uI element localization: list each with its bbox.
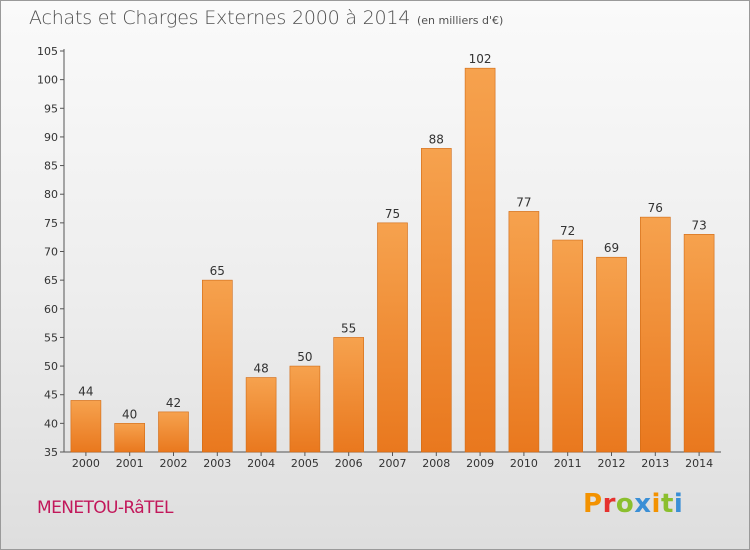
y-tick-label: 100: [37, 74, 58, 87]
bar: [508, 211, 540, 453]
x-tick-label: 2007: [379, 457, 407, 470]
bar: [158, 411, 189, 453]
chart-subtitle: (en milliers d'€): [417, 14, 504, 27]
bar-value-label: 40: [122, 407, 137, 421]
bar-value-label: 72: [560, 224, 575, 238]
bar: [114, 423, 145, 453]
x-tick-label: 2008: [422, 457, 450, 470]
bar: [70, 400, 102, 453]
bar: [202, 279, 233, 453]
x-tick-label: 2006: [335, 457, 363, 470]
bar-value-label: 42: [166, 396, 181, 410]
x-tick-label: 2009: [466, 457, 494, 470]
x-tick-label: 2014: [685, 457, 713, 470]
bar: [333, 337, 365, 453]
bar-value-label: 102: [469, 52, 492, 66]
y-tick-label: 50: [44, 360, 58, 373]
y-tick-label: 80: [44, 188, 58, 201]
bar-value-label: 75: [385, 207, 400, 221]
x-tick-label: 2011: [554, 457, 582, 470]
x-tick-label: 2013: [641, 457, 669, 470]
x-tick-label: 2003: [203, 457, 231, 470]
bar: [552, 239, 584, 453]
y-tick-label: 40: [44, 417, 58, 430]
y-tick-label: 70: [44, 246, 58, 259]
y-tick-label: 85: [44, 160, 58, 173]
x-tick-label: 2002: [160, 457, 188, 470]
y-tick-label: 45: [44, 389, 58, 402]
bar-series: 44 40 42 65 48 50 55 75 88 102 77 72 69 76 73: [70, 52, 715, 453]
place-name: MENETOU-RâTEL: [37, 498, 173, 518]
bar-value-label: 69: [604, 241, 619, 255]
x-tick-label: 2000: [72, 457, 100, 470]
bar: [683, 234, 715, 453]
bar-value-label: 55: [341, 321, 356, 335]
y-tick-label: 55: [44, 331, 58, 344]
y-tick-label: 65: [44, 274, 58, 287]
x-tick-label: 2012: [598, 457, 626, 470]
brand-logo: Proxiti: [583, 489, 684, 519]
bar-value-label: 77: [516, 195, 531, 209]
chart-title: Achats et Charges Externes 2000 à 2014: [29, 7, 411, 29]
x-tick-label: 2010: [510, 457, 538, 470]
y-tick-label: 75: [44, 217, 58, 230]
y-tick-label: 105: [37, 45, 58, 58]
bar: [420, 148, 452, 453]
bar-value-label: 44: [78, 384, 93, 398]
bar: [245, 377, 277, 453]
bar-value-label: 88: [429, 132, 444, 146]
bar-value-label: 73: [691, 218, 706, 232]
y-tick-label: 90: [44, 131, 58, 144]
y-tick-label: 60: [44, 303, 58, 316]
x-tick-label: 2004: [247, 457, 275, 470]
x-tick-label: 2001: [116, 457, 144, 470]
bar: [377, 222, 408, 453]
bar: [464, 67, 496, 453]
y-tick-label: 95: [44, 102, 58, 115]
bar-value-label: 76: [648, 201, 663, 215]
bar-value-label: 48: [253, 362, 268, 376]
y-tick-label: 35: [44, 446, 58, 459]
bar: [289, 365, 321, 453]
bar-value-label: 65: [210, 264, 225, 278]
bar: [596, 256, 627, 453]
bar: [639, 216, 671, 453]
x-tick-label: 2005: [291, 457, 319, 470]
bar-value-label: 50: [297, 350, 312, 364]
